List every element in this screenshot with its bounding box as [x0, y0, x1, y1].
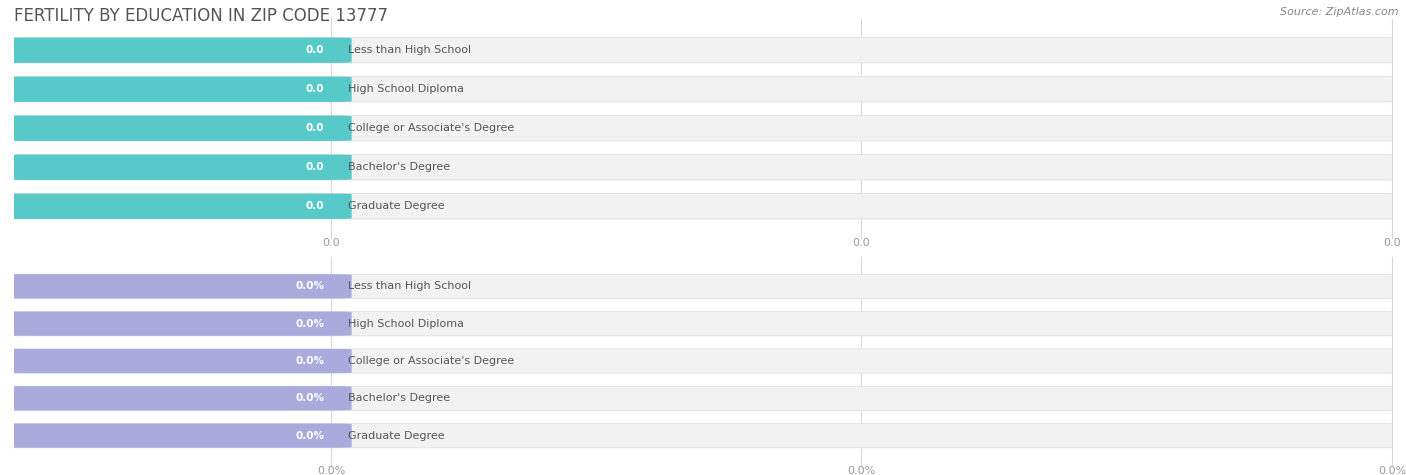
- Text: Graduate Degree: Graduate Degree: [347, 201, 444, 211]
- FancyBboxPatch shape: [4, 154, 352, 180]
- Text: High School Diploma: High School Diploma: [347, 319, 464, 329]
- FancyBboxPatch shape: [4, 386, 1402, 410]
- Text: Bachelor's Degree: Bachelor's Degree: [347, 162, 450, 172]
- Text: 0.0: 0.0: [305, 162, 325, 172]
- Text: Less than High School: Less than High School: [347, 45, 471, 55]
- Text: 0.0%: 0.0%: [295, 319, 325, 329]
- Text: 0.0%: 0.0%: [295, 431, 325, 441]
- FancyBboxPatch shape: [4, 424, 352, 448]
- FancyBboxPatch shape: [4, 38, 1402, 63]
- Text: 0.0%: 0.0%: [295, 356, 325, 366]
- FancyBboxPatch shape: [4, 349, 1402, 373]
- Text: College or Associate's Degree: College or Associate's Degree: [347, 123, 513, 133]
- Text: 0.0: 0.0: [305, 45, 325, 55]
- FancyBboxPatch shape: [4, 312, 352, 336]
- Text: Graduate Degree: Graduate Degree: [347, 431, 444, 441]
- Text: 0.0: 0.0: [1384, 238, 1400, 247]
- FancyBboxPatch shape: [4, 76, 352, 102]
- Text: College or Associate's Degree: College or Associate's Degree: [347, 356, 513, 366]
- FancyBboxPatch shape: [4, 38, 352, 63]
- FancyBboxPatch shape: [4, 386, 352, 410]
- FancyBboxPatch shape: [4, 424, 1402, 448]
- FancyBboxPatch shape: [4, 312, 1402, 336]
- Text: 0.0: 0.0: [305, 84, 325, 94]
- Text: Source: ZipAtlas.com: Source: ZipAtlas.com: [1281, 7, 1399, 17]
- FancyBboxPatch shape: [4, 115, 1402, 141]
- Text: Bachelor's Degree: Bachelor's Degree: [347, 393, 450, 403]
- Text: 0.0: 0.0: [305, 123, 325, 133]
- FancyBboxPatch shape: [4, 274, 1402, 298]
- Text: 0.0%: 0.0%: [1378, 466, 1406, 475]
- Text: FERTILITY BY EDUCATION IN ZIP CODE 13777: FERTILITY BY EDUCATION IN ZIP CODE 13777: [14, 7, 388, 25]
- FancyBboxPatch shape: [4, 154, 1402, 180]
- Text: High School Diploma: High School Diploma: [347, 84, 464, 94]
- Text: Less than High School: Less than High School: [347, 281, 471, 291]
- Text: 0.0%: 0.0%: [295, 393, 325, 403]
- FancyBboxPatch shape: [4, 274, 352, 298]
- FancyBboxPatch shape: [4, 349, 352, 373]
- Text: 0.0%: 0.0%: [848, 466, 876, 475]
- FancyBboxPatch shape: [4, 76, 1402, 102]
- FancyBboxPatch shape: [4, 194, 1402, 219]
- FancyBboxPatch shape: [4, 194, 352, 219]
- FancyBboxPatch shape: [4, 115, 352, 141]
- Text: 0.0: 0.0: [852, 238, 870, 247]
- Text: 0.0: 0.0: [305, 201, 325, 211]
- Text: 0.0: 0.0: [322, 238, 340, 247]
- Text: 0.0%: 0.0%: [316, 466, 344, 475]
- Text: 0.0%: 0.0%: [295, 281, 325, 291]
